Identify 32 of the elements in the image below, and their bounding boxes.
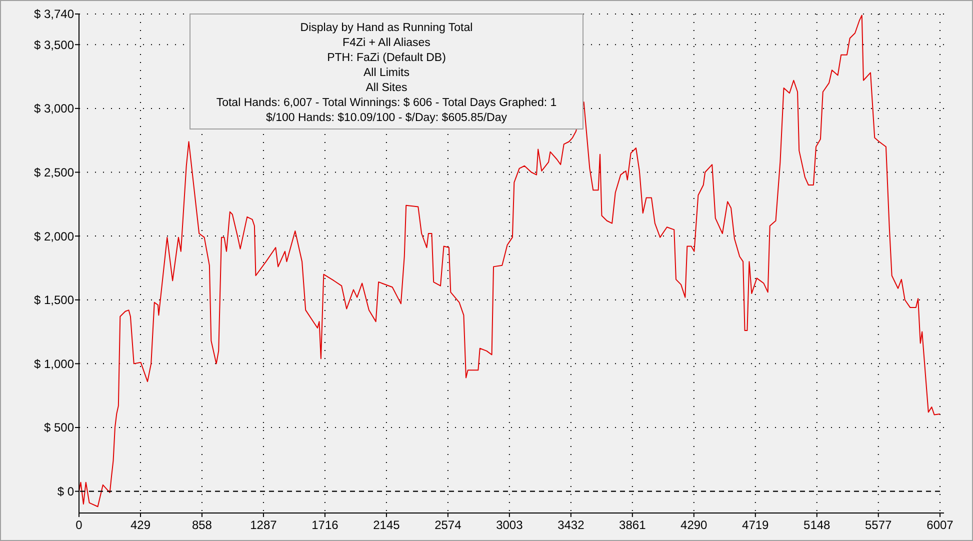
x-tick-label: 4290 (680, 518, 708, 532)
x-tick-label: 1716 (312, 518, 339, 532)
annotation: All Limits (363, 67, 410, 79)
x-tick-label: 1287 (250, 518, 278, 532)
line-series (78, 14, 940, 508)
x-tick-label: 858 (192, 518, 212, 532)
x-tick-label: 2145 (373, 518, 400, 532)
annotation: Display by Hand as Running Total (300, 22, 473, 34)
y-tick-label: $ 0 (57, 484, 74, 499)
y-tick-label: $ 3,000 (34, 102, 74, 116)
x-tick-label: 0 (76, 518, 83, 532)
x-tick-label: 3003 (496, 518, 524, 532)
x-tick-label: 3432 (558, 518, 585, 532)
y-tick-label: $ 500 (44, 420, 74, 435)
annotation: F4Zi + All Aliases (342, 37, 431, 49)
x-tick-label: 429 (130, 518, 151, 532)
y-tick-label: $ 3,500 (34, 38, 74, 52)
x-tick-label: 5577 (865, 518, 892, 532)
y-tick-label: $ 1,000 (34, 356, 74, 371)
annotation: PTH: FaZi (Default DB) (327, 52, 446, 64)
x-tick-label: 6007 (926, 518, 954, 532)
x-tick-label: 4719 (742, 518, 770, 532)
x-tick-label: 3861 (619, 518, 646, 532)
y-tick-label: $ 2,000 (34, 229, 74, 244)
y-tick-label: $ 2,500 (34, 165, 74, 180)
y-tick-label: $ 3,740 (34, 7, 74, 22)
x-tick-label: 5148 (804, 518, 831, 532)
annotation: $/100 Hands: $10.09/100 - $/Day: $605.85/Day (266, 112, 508, 124)
annotation: All Sites (366, 82, 408, 94)
y-tick-label: $ 1,500 (34, 293, 74, 308)
x-tick-label: 2574 (434, 518, 462, 532)
annotation: Total Hands: 6,007 - Total Winnings: $ 606 - Total Days Graphed: 1 (216, 97, 557, 109)
